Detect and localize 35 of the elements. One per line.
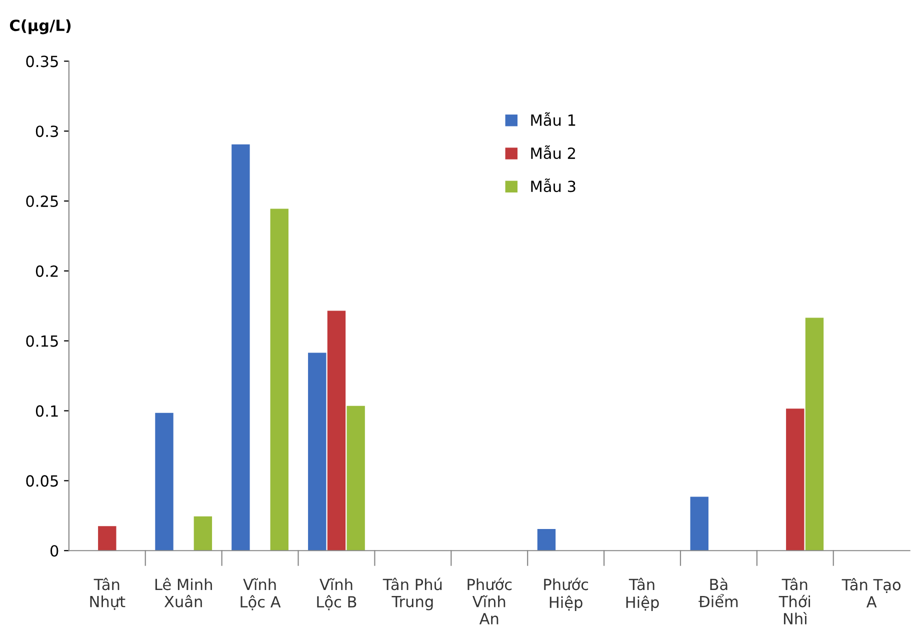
legend-label: Mẫu 3	[531, 178, 576, 192]
x-tick-label: Vĩnh Lộc B	[317, 578, 356, 610]
bar	[805, 318, 824, 551]
bar	[327, 310, 346, 551]
x-tick-label: Tân Phú Trung	[382, 578, 442, 610]
y-tick-label: 0.2	[36, 265, 58, 277]
x-tick-label: Phước Vĩnh An	[468, 578, 512, 624]
x-tick-label: Tân Thới Nhì	[778, 578, 810, 624]
y-tick-label: 0.3	[36, 126, 58, 138]
bar	[270, 208, 288, 551]
bar	[537, 528, 556, 551]
y-tick-label: 0	[50, 545, 58, 557]
bar	[786, 408, 804, 551]
bar	[155, 412, 174, 551]
x-tick-label: Phước Hiệp	[544, 578, 588, 612]
y-tick-label: 0.25	[26, 195, 58, 208]
y-tick-label: 0.15	[26, 335, 58, 347]
y-tick-label: 0.05	[26, 475, 58, 487]
x-tick-label: Bà Điểm	[698, 578, 738, 608]
bar	[194, 516, 212, 551]
x-tick-label: Vĩnh Lộc A	[240, 578, 281, 610]
y-tick-label: 0.1	[36, 405, 58, 417]
bar	[232, 144, 250, 551]
x-tick-label: Lê Minh Xuân	[155, 578, 212, 608]
bar	[690, 496, 708, 551]
bar	[346, 406, 365, 551]
y-axis-title: C(µg/L)	[10, 19, 71, 34]
legend-label: Mẫu 2	[531, 145, 575, 160]
x-tick-label: Tân Hiệp	[626, 578, 659, 612]
x-tick-label: Tân Tạo A	[842, 578, 901, 608]
bar	[308, 352, 326, 551]
bar	[98, 526, 116, 551]
legend-label: Mẫu 1	[531, 112, 576, 126]
y-tick-label: 0.35	[26, 56, 58, 68]
x-tick-label: Tân Nhựt	[90, 578, 126, 610]
